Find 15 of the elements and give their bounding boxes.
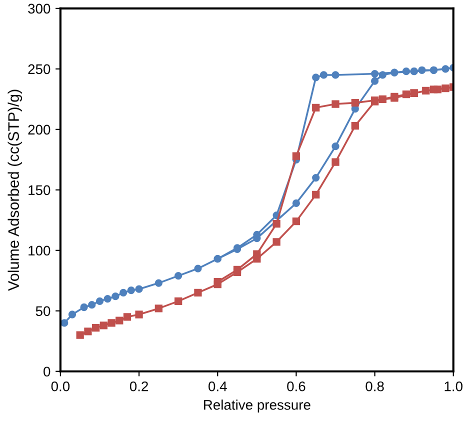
- y-tick-label: 300: [28, 4, 50, 14]
- y-tick-label: 200: [28, 124, 50, 135]
- y-tick-label: 50: [36, 306, 50, 316]
- x-axis-title: Relative pressure: [204, 400, 310, 413]
- y-tick-label: 0: [44, 366, 50, 377]
- x-tick-label: 0.8: [366, 381, 384, 392]
- y-tick-label: 100: [28, 246, 50, 256]
- y-axis-title: Volume Adsorbed (cc(STP)/g): [8, 90, 22, 291]
- y-tick-label: 150: [28, 185, 50, 196]
- x-tick-label: 0.6: [287, 381, 306, 392]
- y-tick-label: 250: [28, 64, 50, 74]
- x-tick-label: 0.4: [208, 381, 227, 392]
- x-tick-label: 0.0: [51, 381, 70, 392]
- x-tick-label: 1.0: [444, 381, 462, 392]
- x-tick-label: 0.2: [130, 381, 148, 392]
